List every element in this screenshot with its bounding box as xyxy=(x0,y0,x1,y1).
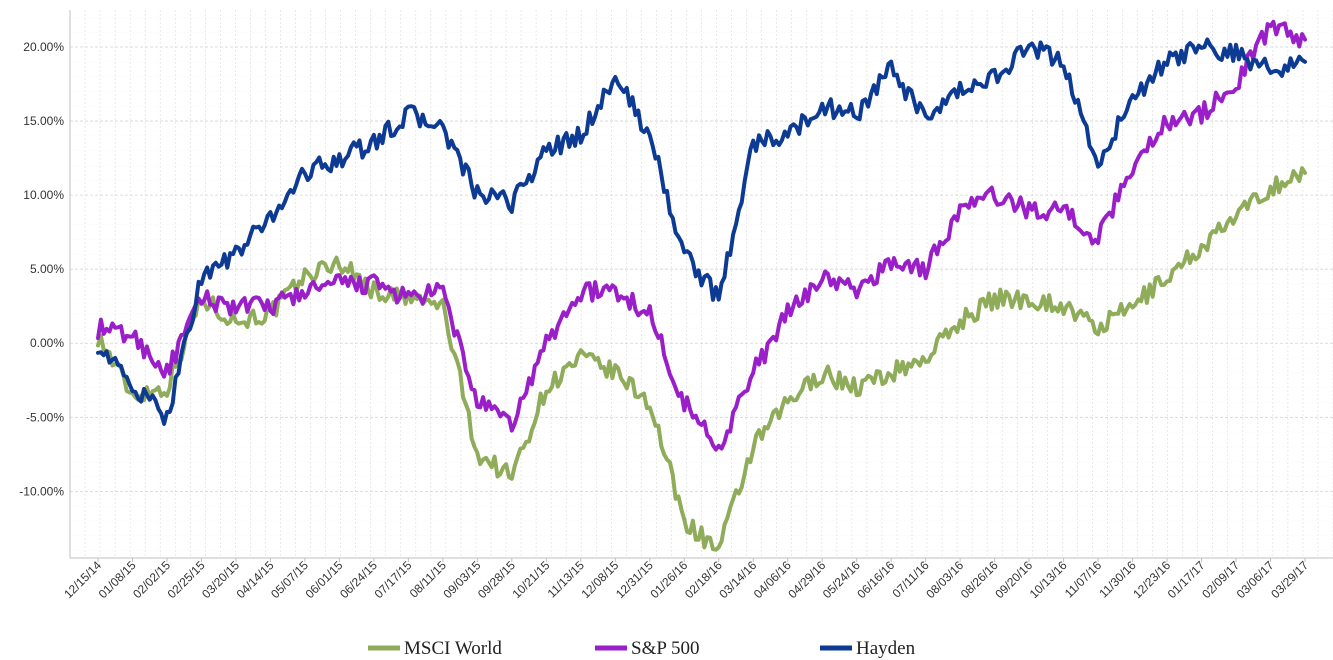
y-axis-tick-labels: -10.00% -5.00% 0.00% 5.00% 10.00% 15.00% 20.00… xyxy=(19,40,64,498)
y-tick-label: 0.00% xyxy=(30,336,64,350)
legend-label: S&P 500 xyxy=(631,638,699,659)
grid xyxy=(69,10,1333,558)
axes xyxy=(69,10,1333,559)
legend: MSCI World S&P 500 Hayden xyxy=(368,638,916,659)
legend-label: Hayden xyxy=(856,638,916,659)
y-tick-label: 15.00% xyxy=(23,114,64,128)
x-tick-label: 10/13/16 xyxy=(1027,558,1070,601)
y-tick-label: 20.00% xyxy=(23,40,64,54)
series-line-s-p-500 xyxy=(96,19,1307,452)
y-tick-label: -10.00% xyxy=(19,484,64,498)
legend-label: MSCI World xyxy=(404,638,502,659)
series-line-hayden xyxy=(96,37,1307,426)
x-tick-label: 06/16/16 xyxy=(854,558,897,601)
x-tick-label: 11/07/16 xyxy=(1062,558,1105,601)
y-tick-label: 5.00% xyxy=(30,262,64,276)
series-lines xyxy=(96,19,1307,552)
x-tick-label: 10/21/15 xyxy=(510,558,553,601)
y-tick-label: 10.00% xyxy=(23,188,64,202)
series-line-msci-world xyxy=(96,166,1307,552)
x-axis-tick-labels: 12/15/1401/08/1502/02/1502/25/1503/20/15… xyxy=(61,558,1311,601)
x-tick-label: 07/17/15 xyxy=(372,558,415,601)
y-tick-label: -5.00% xyxy=(26,410,64,424)
x-tick-label: 03/29/17 xyxy=(1268,558,1311,601)
